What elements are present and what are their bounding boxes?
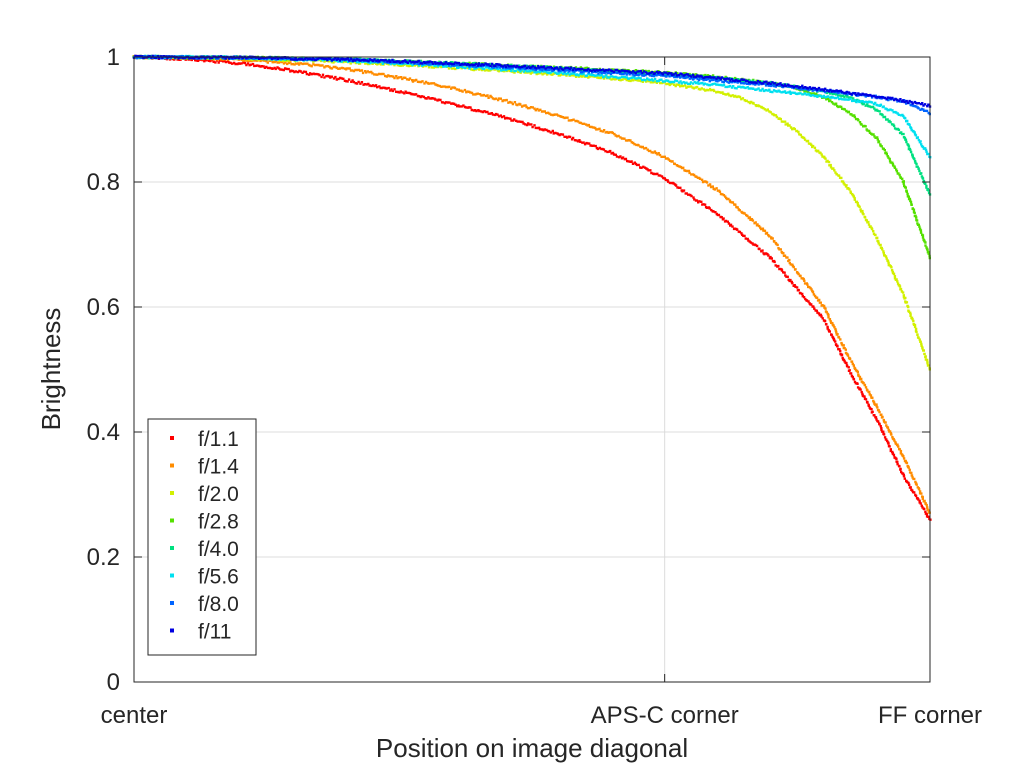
legend-marker — [170, 573, 174, 578]
y-tick-label: 0.6 — [87, 294, 120, 321]
legend-marker — [170, 628, 174, 633]
series-points — [132, 54, 932, 108]
legend-item: f/2.8 — [170, 511, 239, 534]
x-tick-label: FF corner — [878, 702, 982, 729]
legend-label: f/1.4 — [198, 456, 239, 479]
series-points — [132, 54, 931, 260]
series-points — [132, 55, 931, 371]
series-f-11 — [132, 54, 932, 108]
x-axis-label: Position on image diagonal — [376, 733, 688, 763]
data-series-group — [132, 54, 932, 521]
legend: f/1.1 f/1.4 f/2.0 f/2.8 f/4.0 f/5.6 f/8.0 f/11 — [147, 418, 257, 656]
y-tick-label: 0.4 — [87, 419, 120, 446]
x-tick-label: center — [101, 702, 168, 729]
legend-item: f/5.6 — [170, 566, 239, 589]
legend-marker — [170, 518, 174, 523]
series-f-2-8 — [132, 54, 931, 260]
legend-item: f/11 — [170, 621, 231, 644]
y-tick-label: 1 — [107, 44, 120, 71]
legend-label: f/2.8 — [198, 511, 239, 534]
axis-ticks: 0 0.2 0.4 0.6 0.8 1 center APS-C corner FF corne… — [87, 44, 982, 729]
legend-marker — [170, 491, 174, 495]
plot-frame — [133, 56, 931, 683]
y-tick-label: 0 — [107, 669, 120, 696]
legend-marker — [170, 463, 174, 468]
legend-marker — [170, 546, 174, 550]
legend-box — [147, 418, 257, 656]
legend-marker — [170, 436, 174, 440]
legend-item: f/4.0 — [170, 538, 239, 561]
legend-label: f/11 — [198, 621, 231, 644]
x-tick-label: APS-C corner — [591, 702, 739, 729]
legend-item: f/8.0 — [170, 593, 239, 616]
series-f-2-0 — [132, 55, 931, 371]
grid-lines — [134, 57, 930, 682]
legend-marker — [170, 601, 174, 605]
legend-label: f/4.0 — [198, 538, 239, 561]
legend-item: f/1.1 — [170, 428, 239, 451]
legend-label: f/1.1 — [198, 428, 239, 451]
y-axis-label: Brightness — [36, 308, 66, 431]
y-tick-label: 0.2 — [87, 544, 120, 571]
legend-label: f/5.6 — [198, 566, 239, 589]
legend-item: f/2.0 — [170, 483, 239, 506]
legend-label: f/8.0 — [198, 593, 239, 616]
y-tick-label: 0.8 — [87, 169, 120, 196]
legend-label: f/2.0 — [198, 483, 239, 506]
legend-item: f/1.4 — [170, 456, 239, 479]
